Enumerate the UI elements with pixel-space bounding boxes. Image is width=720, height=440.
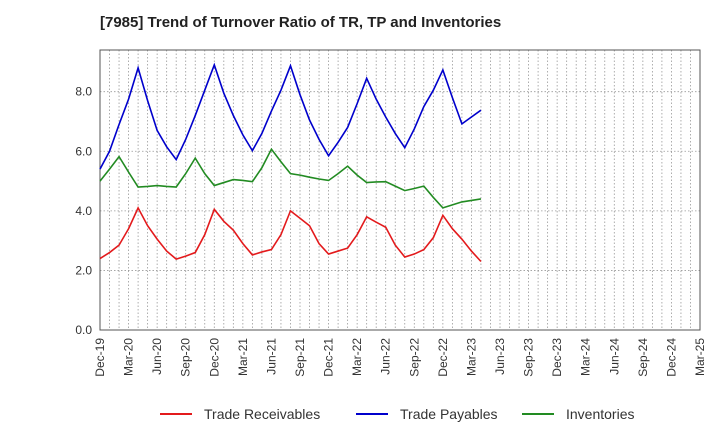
y-tick-label: 6.0 — [75, 144, 92, 158]
y-tick-label: 2.0 — [75, 263, 92, 277]
x-tick-label: Sep-21 — [293, 338, 307, 377]
x-tick-label: Mar-20 — [122, 338, 136, 376]
x-tick-label: Dec-19 — [93, 338, 107, 377]
chart-title: [7985] Trend of Turnover Ratio of TR, TP… — [100, 14, 502, 31]
x-tick-label: Jun-22 — [379, 338, 393, 375]
series-line — [99, 62, 482, 170]
x-tick-label: Dec-20 — [207, 338, 221, 377]
x-tick-label: Sep-24 — [636, 338, 650, 377]
x-tick-label: Jun-23 — [493, 338, 507, 375]
plot-frame — [99, 49, 701, 331]
x-tick-label: Sep-20 — [179, 338, 193, 377]
legend-label: Trade Payables — [400, 406, 498, 422]
y-tick-label: 4.0 — [75, 204, 92, 218]
x-tick-label: Dec-23 — [550, 338, 564, 377]
x-tick-label: Dec-21 — [322, 338, 336, 377]
x-tick-label: Mar-25 — [693, 338, 707, 376]
legend-label: Inventories — [566, 406, 634, 422]
x-tick-label: Dec-24 — [664, 338, 678, 377]
x-tick-label: Sep-22 — [407, 338, 421, 377]
x-tick-label: Mar-22 — [350, 338, 364, 376]
series-line — [99, 206, 482, 263]
x-tick-label: Jun-21 — [264, 338, 278, 375]
x-tick-label: Jun-20 — [150, 338, 164, 375]
x-tick-label: Mar-21 — [236, 338, 250, 376]
x-tick-label: Mar-23 — [464, 338, 478, 376]
x-tick-label: Jun-24 — [607, 338, 621, 375]
x-tick-label: Dec-22 — [436, 338, 450, 377]
legend-label: Trade Receivables — [204, 406, 320, 422]
y-tick-label: 8.0 — [75, 85, 92, 99]
series-line — [99, 147, 482, 209]
x-tick-label: Sep-23 — [522, 338, 536, 377]
x-tick-label: Mar-24 — [579, 338, 593, 376]
y-tick-label: 0.0 — [75, 323, 92, 337]
